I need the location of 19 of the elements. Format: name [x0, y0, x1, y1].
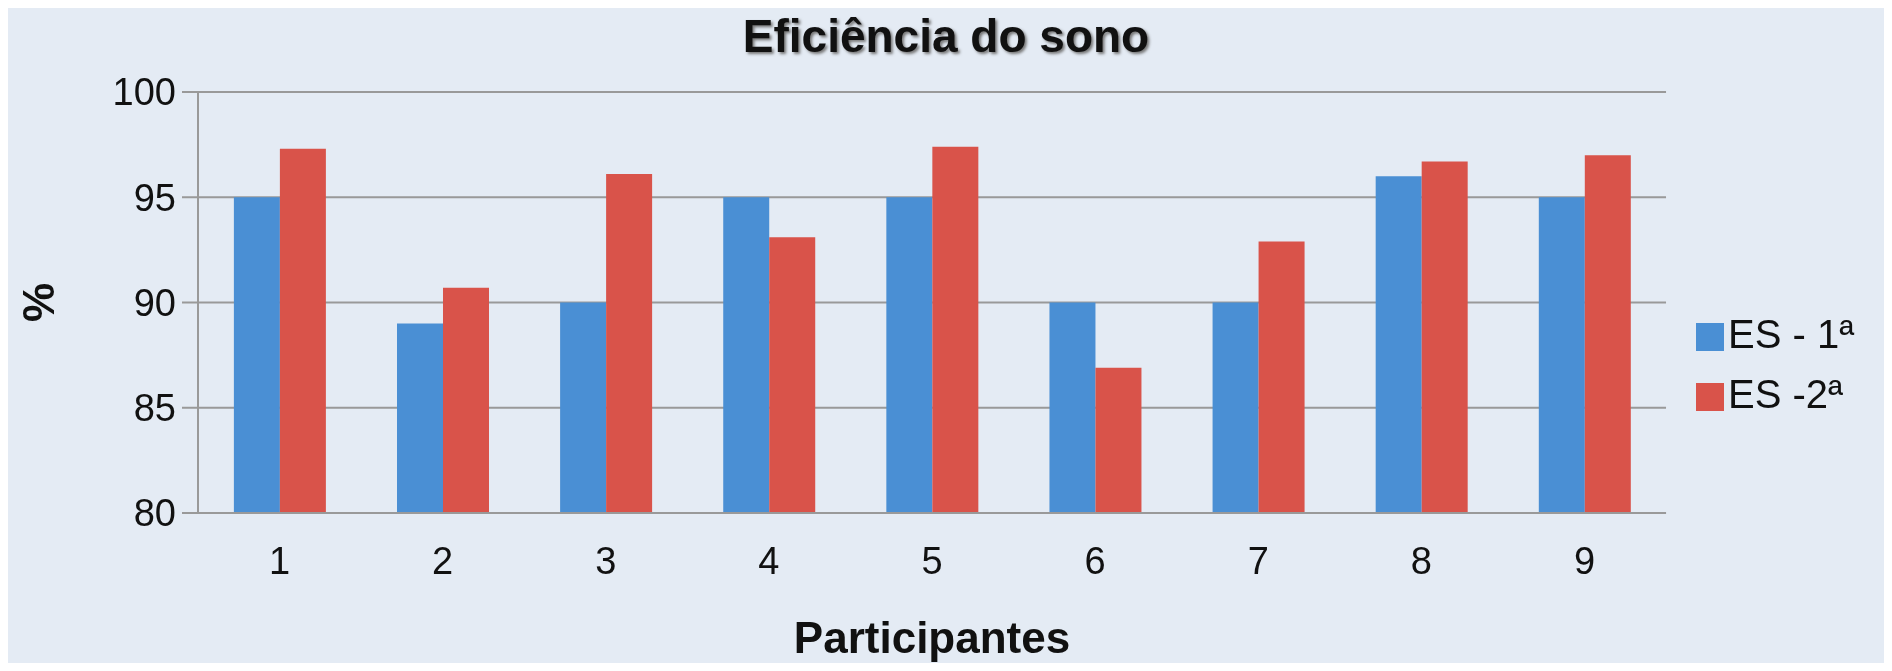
- y-axis-title: %: [13, 282, 63, 323]
- x-tick-label: 8: [1410, 539, 1432, 582]
- x-tick-label: 3: [595, 539, 617, 582]
- x-tick-label: 9: [1573, 539, 1596, 582]
- x-tick-label: 1: [268, 539, 291, 582]
- x-tick-label: 5: [921, 539, 943, 582]
- chart-title: Eficiência do sono: [741, 9, 1151, 64]
- y-tick-label: 85: [133, 387, 176, 430]
- y-tick-label: 80: [133, 492, 176, 535]
- x-axis-title: Participantes: [793, 613, 1071, 662]
- x-tick-label: 2: [432, 539, 454, 582]
- x-tick-label: 6: [1084, 539, 1106, 582]
- y-tick-label: 100: [112, 71, 176, 114]
- y-tick-label: 90: [133, 281, 176, 324]
- x-tick-label: 7: [1247, 539, 1269, 582]
- x-tick-label: 4: [758, 539, 780, 582]
- y-tick-label: 95: [133, 176, 176, 219]
- legend-label: ES - 1ª: [1728, 311, 1854, 356]
- legend-label: ES -2ª: [1728, 371, 1843, 416]
